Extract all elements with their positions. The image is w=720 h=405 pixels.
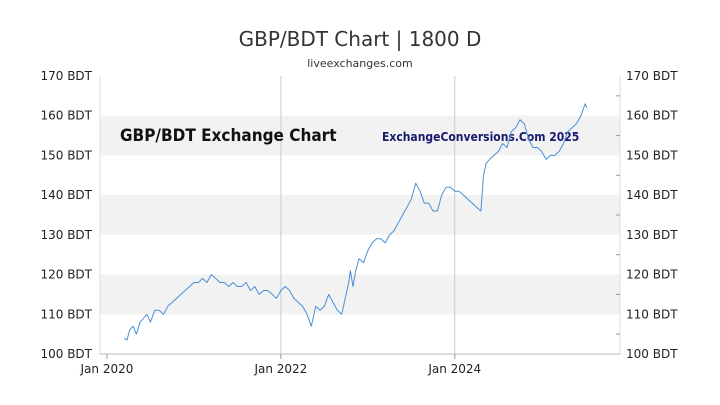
watermarks: GBP/BDT Exchange Chart ExchangeConversio… xyxy=(120,126,579,146)
y-tick-label-right: 110 BDT xyxy=(626,307,678,321)
y-tick-label-right: 130 BDT xyxy=(626,228,678,242)
series-line-0 xyxy=(124,103,588,341)
band-110-120 xyxy=(100,274,620,315)
vertical-gridlines xyxy=(280,76,456,354)
y-tick-label-left: 160 BDT xyxy=(40,109,92,123)
y-tick-label-left: 170 BDT xyxy=(40,69,92,83)
y-axis-right: 100 BDT 110 BDT 120 BDT 130 BDT 140 BDT 150 B… xyxy=(616,69,678,361)
y-tick-label-right: 120 BDT xyxy=(626,268,678,282)
band-150-160 xyxy=(100,115,620,156)
x-tick-label: Jan 2024 xyxy=(427,362,481,376)
y-axis-left: 100 BDT 110 BDT 120 BDT 130 BDT 140 BDT 150 B… xyxy=(40,69,92,361)
y-tick-label-left: 150 BDT xyxy=(40,148,92,162)
y-tick-label-left: 100 BDT xyxy=(40,347,92,361)
y-tick-label-right: 140 BDT xyxy=(626,188,678,202)
chart-subtitle: liveexchanges.com xyxy=(307,57,412,70)
y-tick-label-left: 110 BDT xyxy=(40,307,92,321)
y-tick-label-right: 150 BDT xyxy=(626,148,678,162)
watermark-site: ExchangeConversions.Com 2025 xyxy=(382,130,579,144)
x-tick-label: Jan 2020 xyxy=(80,362,134,376)
y-tick-label-right: 100 BDT xyxy=(626,347,678,361)
y-tick-label-left: 130 BDT xyxy=(40,228,92,242)
band-130-140 xyxy=(100,195,620,235)
background-bands xyxy=(100,115,620,315)
y-tick-label-right: 170 BDT xyxy=(626,69,678,83)
y-tick-label-right: 160 BDT xyxy=(626,109,678,123)
chart-title: GBP/BDT Chart | 1800 D xyxy=(239,27,482,51)
x-tick-label: Jan 2022 xyxy=(253,362,307,376)
x-axis: Jan 2020 Jan 2022 Jan 2024 xyxy=(80,354,481,376)
series-group xyxy=(124,103,588,341)
y-tick-label-left: 120 BDT xyxy=(40,268,92,282)
watermark-title: GBP/BDT Exchange Chart xyxy=(120,126,337,146)
y-tick-label-left: 140 BDT xyxy=(40,188,92,202)
